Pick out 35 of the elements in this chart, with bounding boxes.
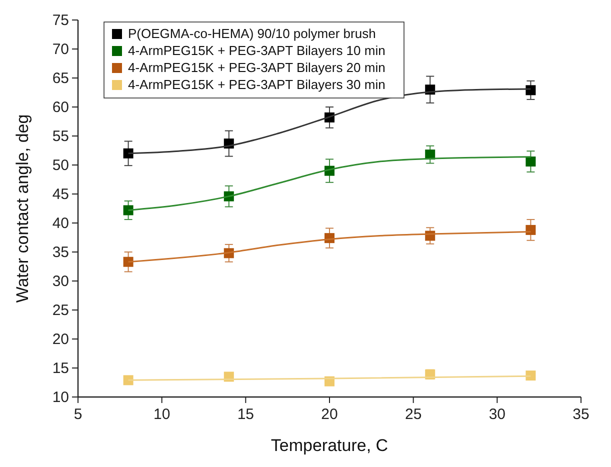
y-tick-label: 20 [52, 331, 69, 348]
y-tick-label: 50 [52, 157, 69, 174]
x-tick-label: 30 [488, 406, 506, 423]
point [526, 224, 536, 235]
x-tick-label: 5 [74, 406, 82, 423]
point [526, 156, 536, 167]
y-tick-label: 35 [52, 244, 69, 261]
x-tick-label: 20 [321, 406, 338, 423]
legend-label: P(OEGMA-co-HEMA) 90/10 polymer brush [128, 26, 376, 41]
y-tick-label: 75 [52, 12, 69, 29]
legend-label: 4-ArmPEG15K + PEG-3APT Bilayers 20 min [128, 60, 386, 75]
legend-label: 4-ArmPEG15K + PEG-3APT Bilayers 10 min [128, 43, 386, 58]
point [123, 375, 134, 386]
legend-label: 4-ArmPEG15K + PEG-3APT Bilayers 30 min [128, 77, 386, 92]
point [526, 370, 536, 381]
x-axis-title: Temperature, C [270, 436, 388, 455]
x-tick-label: 35 [572, 406, 590, 423]
x-tick-label: 15 [237, 406, 254, 423]
point [123, 256, 134, 267]
x-tick-label: 10 [153, 406, 170, 423]
y-tick-label: 30 [52, 273, 69, 290]
y-tick-label: 55 [52, 128, 69, 145]
y-axis-title: Water contact angle, deg [13, 114, 32, 303]
y-tick-label: 65 [52, 70, 69, 87]
y-tick-label: 10 [52, 389, 69, 406]
x-tick-label: 25 [404, 406, 422, 423]
y-tick-label: 25 [52, 302, 69, 319]
point [123, 148, 134, 158]
y-tick-label: 15 [52, 360, 69, 377]
y-tick-label: 45 [52, 186, 69, 203]
point [526, 85, 536, 96]
y-tick-label: 60 [52, 99, 69, 116]
y-tick-label: 40 [52, 215, 69, 232]
point [123, 205, 134, 216]
y-tick-label: 70 [52, 41, 69, 58]
